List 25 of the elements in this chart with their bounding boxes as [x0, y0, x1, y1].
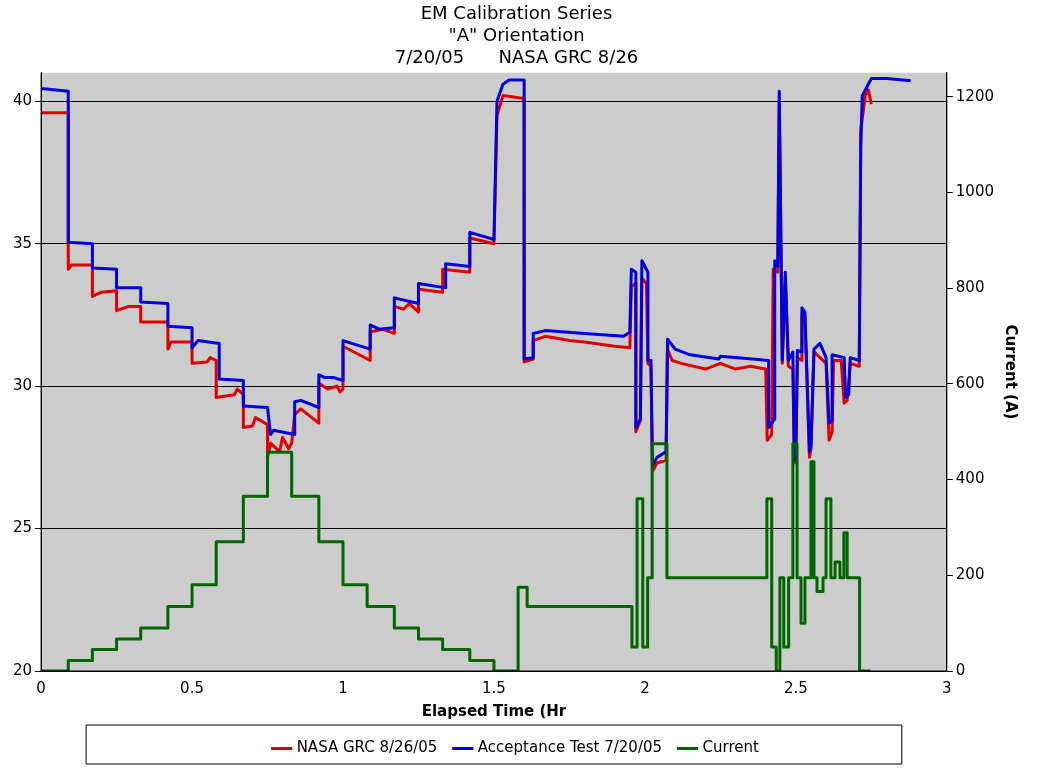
y2-tick-label: 1000 — [955, 182, 995, 201]
x-tick-label: 2 — [640, 678, 650, 697]
x-tick-label: 0.5 — [180, 678, 204, 697]
y-tick-label: 35 — [12, 233, 33, 252]
chart-title: EM Calibration Series "A" Orientation 7/20/05 NASA GRC 8/26 — [394, 2, 639, 67]
x-tick-label: 2.5 — [783, 678, 808, 697]
x-tick-label: 1.5 — [482, 678, 506, 697]
legend-label: Acceptance Test 7/20/05 — [477, 738, 663, 757]
y2-tick-label: 200 — [955, 565, 985, 584]
y2-tick-label: 1200 — [955, 86, 995, 105]
y2-tick-label: 400 — [955, 469, 985, 488]
x-axis-title: Elapsed Time (Hr — [421, 701, 567, 720]
y2-axis-title: Current (A) — [1002, 324, 1021, 420]
y2-tick-label: 600 — [955, 373, 985, 392]
legend-label: NASA GRC 8/26/05 — [296, 738, 438, 757]
y-tick-label: 25 — [12, 518, 33, 537]
legend-label: Current — [702, 738, 759, 757]
x-tick-label: 0 — [36, 678, 46, 697]
x-tick-label: 3 — [942, 678, 952, 697]
y-tick-label: 30 — [12, 376, 33, 395]
y-tick-label: 40 — [12, 91, 33, 110]
y-tick-label: 20 — [12, 660, 33, 679]
y2-tick-label: 800 — [955, 278, 985, 297]
x-tick-label: 1 — [338, 678, 348, 697]
y2-tick-label: 0 — [955, 660, 966, 679]
